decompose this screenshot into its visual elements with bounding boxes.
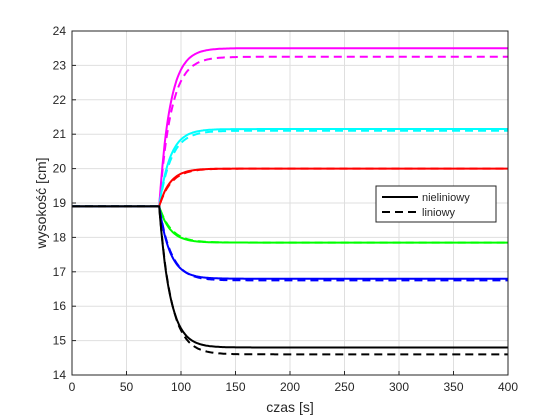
series-layer xyxy=(72,47,508,356)
y-tick-label: 14 xyxy=(53,368,67,382)
y-tick-label: 17 xyxy=(53,265,67,279)
y-tick-label: 18 xyxy=(53,230,67,244)
series-line-nonlinear xyxy=(72,205,508,349)
y-tick-label: 15 xyxy=(53,334,67,348)
legend-label: liniowy xyxy=(422,207,456,219)
y-tick-label: 19 xyxy=(53,196,67,210)
x-tick-label: 150 xyxy=(225,380,245,394)
legend-box xyxy=(375,185,497,223)
x-axis-label: czas [s] xyxy=(266,399,313,415)
x-tick-label: 300 xyxy=(389,380,409,394)
legend: nieliniowy liniowy xyxy=(375,185,497,223)
y-tick-label: 20 xyxy=(53,162,67,176)
x-tick-label: 350 xyxy=(443,380,463,394)
y-tick-label: 16 xyxy=(53,299,67,313)
axis-ticks: 0 50 100 150 200 250 300 350 400 14 15 16 17 18 19 20 21… xyxy=(53,24,519,394)
x-tick-label: 100 xyxy=(171,380,191,394)
y-tick-label: 24 xyxy=(53,24,67,38)
y-tick-label: 23 xyxy=(53,58,67,72)
y-axis-label: wysokość [cm] xyxy=(33,157,49,249)
x-tick-label: 250 xyxy=(334,380,354,394)
x-tick-label: 0 xyxy=(69,380,76,394)
legend-label: nieliniowy xyxy=(422,192,470,204)
y-tick-label: 21 xyxy=(53,127,67,141)
x-tick-label: 200 xyxy=(280,380,300,394)
y-tick-label: 22 xyxy=(53,93,67,107)
x-tick-label: 50 xyxy=(120,380,134,394)
x-tick-label: 400 xyxy=(498,380,518,394)
